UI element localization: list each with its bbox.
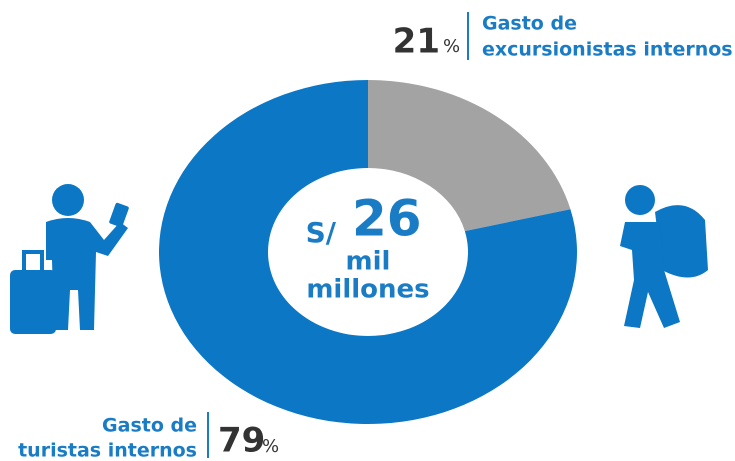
value-label: 21 xyxy=(393,22,440,62)
donut xyxy=(159,80,578,424)
value-label: 79 xyxy=(218,421,265,461)
value-unit: % xyxy=(443,36,460,57)
center-total: 26 xyxy=(352,190,422,248)
category-label: turistas internos xyxy=(18,440,197,461)
center-line: mil xyxy=(346,247,391,277)
category-label: excursionistas internos xyxy=(482,39,733,61)
slice xyxy=(368,80,571,232)
category-label: Gasto de xyxy=(102,415,197,437)
category-label: Gasto de xyxy=(482,13,577,35)
backpacker-icon xyxy=(620,185,708,328)
slice xyxy=(159,80,578,424)
center-line: millones xyxy=(306,275,429,305)
traveller-icon xyxy=(10,184,129,334)
center-prefix: S/ xyxy=(306,216,337,249)
value-unit: % xyxy=(262,436,279,457)
